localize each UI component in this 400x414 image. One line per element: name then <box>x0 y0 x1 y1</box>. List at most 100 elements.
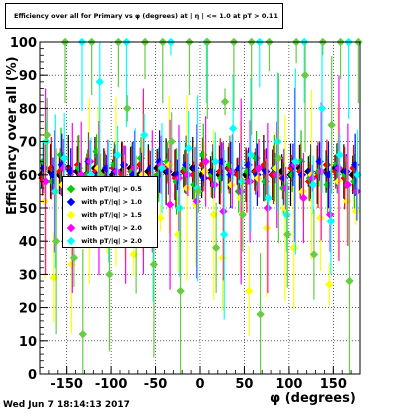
series-6 <box>42 37 362 320</box>
data-point <box>175 203 184 213</box>
legend-entry: with pT/|q| > 1.5 <box>66 210 142 221</box>
data-point <box>254 163 264 173</box>
data-point <box>317 167 326 176</box>
data-point <box>182 183 192 193</box>
data-point <box>317 104 327 113</box>
data-point <box>309 250 319 259</box>
data-point <box>220 97 230 106</box>
data-point <box>298 187 307 196</box>
data-point <box>345 276 354 286</box>
legend-swatch <box>66 223 76 233</box>
data-point <box>219 207 228 216</box>
data-point <box>43 130 52 140</box>
legend-swatch <box>66 184 76 194</box>
data-point <box>49 273 58 282</box>
data-point <box>262 223 272 233</box>
data-point <box>244 160 253 170</box>
x-tick-label: -100 <box>95 377 128 392</box>
data-point <box>93 163 103 173</box>
data-point <box>78 329 87 339</box>
data-point <box>228 124 238 133</box>
data-point <box>274 154 283 163</box>
data-point <box>228 167 237 176</box>
data-point <box>308 173 317 183</box>
data-point <box>350 160 360 170</box>
data-point <box>40 197 50 206</box>
title-box: Efficiency over all for Primary vs φ (de… <box>5 3 283 29</box>
data-point <box>69 253 79 262</box>
data-point <box>51 187 60 196</box>
data-point <box>95 77 104 87</box>
data-point <box>176 286 185 296</box>
data-point <box>335 150 344 160</box>
data-point <box>162 163 172 173</box>
data-point <box>237 177 247 186</box>
data-point <box>174 173 184 183</box>
legend-label: with pT/|q| > 2.0 <box>81 224 142 232</box>
data-point <box>349 163 358 173</box>
legend-entry: with pT/|q| > 0.5 <box>66 184 142 195</box>
data-point <box>343 180 353 189</box>
data-point <box>119 160 129 170</box>
data-point <box>308 180 318 189</box>
data-point <box>352 187 361 196</box>
data-point <box>316 213 325 223</box>
y-tick-label: 30 <box>19 268 37 283</box>
data-point <box>167 137 176 146</box>
data-point <box>105 270 114 279</box>
y-axis-label: Efficiency over all (%) <box>5 56 20 215</box>
data-point <box>67 260 76 269</box>
x-tick-label: 50 <box>235 377 253 392</box>
data-point <box>182 160 191 170</box>
y-tick-label: 60 <box>19 169 37 184</box>
data-point <box>245 286 254 296</box>
y-tick-label: 50 <box>19 202 37 217</box>
data-point <box>246 150 256 160</box>
x-tick-label: 150 <box>320 377 347 392</box>
legend-entry: with pT/|q| > 2.0 <box>66 236 142 247</box>
data-point <box>47 177 57 186</box>
data-point <box>183 170 193 179</box>
y-tick-label: 0 <box>28 368 37 383</box>
axes: -150 -100 -50 0 50 100 150 0 10 20 30 40 50 60 70 80 90 1… <box>10 36 361 392</box>
legend-label: with pT/|q| > 1.5 <box>81 211 142 219</box>
x-tick-label: -50 <box>144 377 168 392</box>
data-point <box>140 130 149 140</box>
legend-label: with pT/|q| > 0.5 <box>81 185 142 193</box>
data-point <box>299 193 308 203</box>
data-point <box>156 213 165 223</box>
data-point <box>256 310 265 319</box>
data-point <box>322 160 332 170</box>
data-point <box>165 200 175 209</box>
data-point <box>113 150 122 160</box>
data-point <box>157 163 167 173</box>
data-point <box>264 193 273 203</box>
data-point <box>194 187 203 196</box>
data-point <box>283 230 292 239</box>
legend-swatch <box>66 210 76 220</box>
y-tick-label: 20 <box>19 302 37 317</box>
legend-label: with pT/|q| > 1.0 <box>81 198 142 206</box>
data-point <box>327 120 336 130</box>
data-point <box>92 147 101 156</box>
data-point <box>102 163 111 173</box>
data-point <box>220 230 229 239</box>
data-point <box>273 137 282 146</box>
legend: with pT/|q| > 0.5 with pT/|q| > 1.0 with… <box>62 176 158 248</box>
data-point <box>211 157 220 166</box>
data-point <box>238 210 247 219</box>
y-tick-label: 90 <box>19 69 37 84</box>
legend-entry: with pT/|q| > 2.0 <box>66 223 142 234</box>
x-tick-label: -150 <box>50 377 83 392</box>
data-point <box>149 260 159 269</box>
x-tick-label: 100 <box>275 377 302 392</box>
y-tick-label: 10 <box>19 335 37 350</box>
data-point <box>263 203 273 213</box>
data-point <box>51 237 61 246</box>
data-point <box>325 280 334 289</box>
data-point <box>184 144 193 153</box>
data-point <box>200 167 210 176</box>
data-point <box>291 157 300 166</box>
data-point <box>146 163 155 173</box>
data-point <box>64 163 73 173</box>
